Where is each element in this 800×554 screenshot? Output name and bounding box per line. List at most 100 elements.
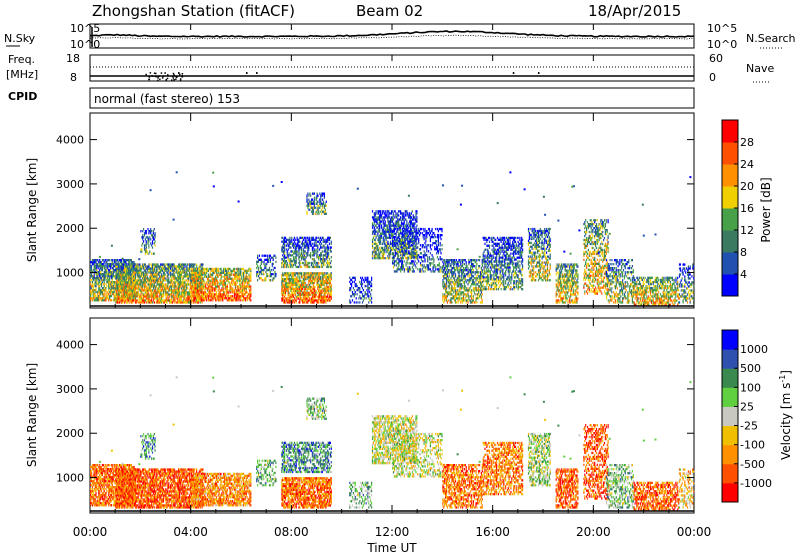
power-cell [199, 265, 201, 268]
power-cell [374, 248, 376, 252]
power-cell [349, 299, 351, 302]
power-cell [132, 293, 134, 296]
power-cell [127, 281, 129, 284]
power-cell [170, 299, 173, 302]
power-cell [198, 275, 200, 278]
power-cell [107, 291, 109, 294]
power-cell [317, 200, 319, 203]
power-cell [138, 281, 140, 284]
power-cell [100, 263, 102, 266]
power-cell [361, 301, 364, 304]
power-cell [117, 275, 119, 278]
power-cell [97, 291, 99, 294]
power-cell [310, 252, 312, 255]
power-cell [126, 285, 128, 288]
power-cell [166, 297, 168, 300]
power-cell [112, 281, 114, 284]
power-cell [275, 275, 277, 278]
power-cell [171, 275, 173, 278]
nsky-tick-top: 10^5 [70, 22, 100, 35]
power-cell [150, 295, 152, 298]
power-cell [373, 216, 375, 219]
power-cell [92, 291, 94, 294]
power-cell [294, 291, 296, 294]
power-cell [306, 196, 308, 199]
power-cell [170, 297, 173, 300]
power-cell [154, 236, 156, 239]
nsky-label: N.Sky [4, 32, 36, 45]
power-cell [90, 269, 92, 272]
power-cell [320, 254, 322, 257]
power-cell [151, 244, 153, 247]
power-cell [133, 283, 135, 286]
power-cell [102, 275, 104, 278]
power-cell [116, 275, 118, 278]
power-cell [380, 248, 382, 252]
power-cell [107, 279, 109, 282]
power-cell [190, 285, 192, 288]
power-cell [144, 238, 146, 241]
power-cell [130, 295, 132, 298]
power-cell [115, 287, 117, 290]
power-cell [108, 285, 110, 288]
power-cell [374, 228, 376, 231]
power-cell [314, 206, 316, 209]
power-cell [376, 242, 378, 245]
power-cell [150, 301, 152, 304]
power-cell [284, 301, 287, 304]
power-cell [257, 273, 259, 276]
power-cell [121, 271, 123, 274]
power-cell [318, 258, 320, 261]
power-cell [132, 267, 134, 270]
power-cell [390, 250, 392, 254]
power-cell [142, 271, 144, 274]
power-cell [380, 236, 383, 239]
power-cell [122, 289, 124, 292]
power-cell [160, 297, 162, 300]
power-cell [160, 301, 162, 304]
power-cell [318, 261, 320, 265]
power-cell [115, 281, 117, 284]
power-cell [91, 277, 93, 280]
power-cell [124, 285, 126, 288]
power-cell [169, 293, 171, 296]
power-cell [148, 299, 150, 302]
power-cell [188, 271, 191, 274]
power-cell [143, 269, 146, 272]
power-cell [164, 285, 166, 288]
power-cell [143, 277, 145, 280]
power-cell [98, 295, 100, 298]
power-cell [141, 265, 143, 268]
power-cell [362, 278, 364, 282]
power-cell [151, 275, 153, 278]
power-cell [137, 275, 139, 278]
nave-dip-point [172, 72, 175, 75]
power-cell [371, 246, 374, 250]
power-cell [320, 210, 322, 213]
power-cell [116, 263, 118, 266]
power-cell [120, 291, 122, 294]
beam-label: Beam 02 [356, 2, 423, 20]
power-cell [173, 271, 175, 274]
power-cell [379, 252, 381, 256]
power-cell [142, 263, 144, 266]
power-cell [90, 275, 93, 278]
power-cell [382, 236, 384, 239]
power-cell [167, 295, 169, 298]
power-cell [167, 271, 169, 274]
power-cell [196, 271, 198, 274]
power-cell [97, 263, 99, 266]
power-cell [189, 279, 191, 282]
power-cell [173, 265, 175, 268]
power-cell [109, 271, 112, 274]
power-cell [299, 252, 301, 255]
power-cell [193, 265, 195, 268]
power-cell [161, 285, 163, 288]
power-cell [180, 275, 182, 278]
power-cell [185, 289, 187, 292]
power-cell [155, 295, 157, 298]
power-cell [179, 301, 182, 304]
power-cell [152, 267, 155, 270]
power-cell [114, 295, 116, 298]
power-cell [123, 267, 125, 270]
